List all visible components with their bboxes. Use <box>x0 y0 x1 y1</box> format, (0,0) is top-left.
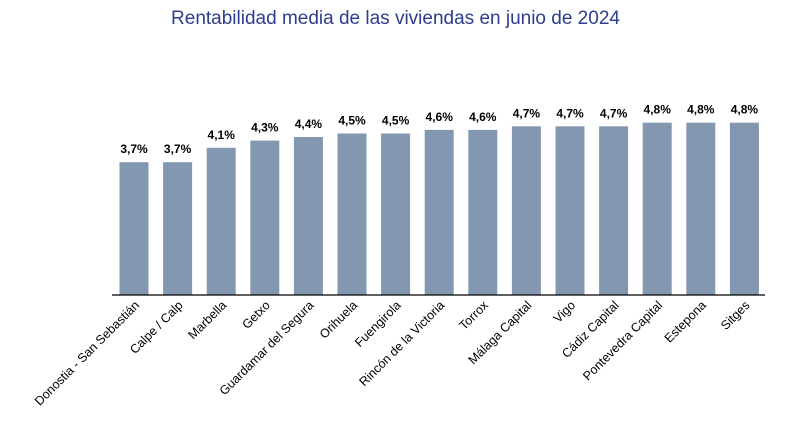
value-labels-group: 3,7% 3,7% 4,1% 4,3% 4,4% 4,5% 4,5% 4,6% 4,6% 4,7%… <box>120 103 758 157</box>
bar-value-label: 4,8% <box>731 103 759 117</box>
bar-value-label: 4,7% <box>513 106 541 120</box>
bar-value-label: 4,8% <box>687 103 715 117</box>
bar <box>555 126 585 295</box>
bar <box>119 162 149 295</box>
bar <box>293 137 323 295</box>
bar-value-label: 4,5% <box>382 114 410 128</box>
category-label: Marbella <box>186 298 230 342</box>
bar <box>642 122 672 295</box>
category-label: Vigo <box>551 298 578 325</box>
category-label: Donostia - San Sebastián <box>32 298 142 408</box>
bars-group <box>119 122 759 295</box>
bar-value-label: 4,5% <box>338 114 366 128</box>
bar-value-label: 4,3% <box>251 121 279 135</box>
bar-value-label: 4,6% <box>469 110 497 124</box>
bar-value-label: 4,8% <box>644 103 672 117</box>
category-label: Pontevedra Capital <box>580 298 665 383</box>
bar <box>250 140 280 295</box>
category-label: Estepona <box>662 298 709 345</box>
bar <box>206 147 236 295</box>
bar <box>381 133 411 295</box>
category-label: Sitges <box>718 298 752 332</box>
bar <box>163 162 193 295</box>
category-label: Rincón de la Victoria <box>357 298 448 389</box>
bar <box>337 133 367 295</box>
bar <box>468 129 498 295</box>
bar-value-label: 4,7% <box>600 106 628 120</box>
bar <box>424 129 454 295</box>
chart-title: Rentabilidad media de las viviendas en j… <box>171 8 620 29</box>
bar-value-label: 4,4% <box>295 117 323 131</box>
bar <box>511 126 541 295</box>
bar <box>686 122 716 295</box>
bar-value-label: 3,7% <box>120 142 148 156</box>
bar <box>599 126 629 295</box>
category-label: Orihuela <box>317 298 360 341</box>
bar-value-label: 4,6% <box>426 110 454 124</box>
category-label: Torrox <box>456 298 491 333</box>
bar-value-label: 3,7% <box>164 142 192 156</box>
bar-value-label: 4,7% <box>556 106 584 120</box>
bar <box>729 122 759 295</box>
category-label: Getxo <box>239 298 273 332</box>
bar-value-label: 4,1% <box>208 128 236 142</box>
